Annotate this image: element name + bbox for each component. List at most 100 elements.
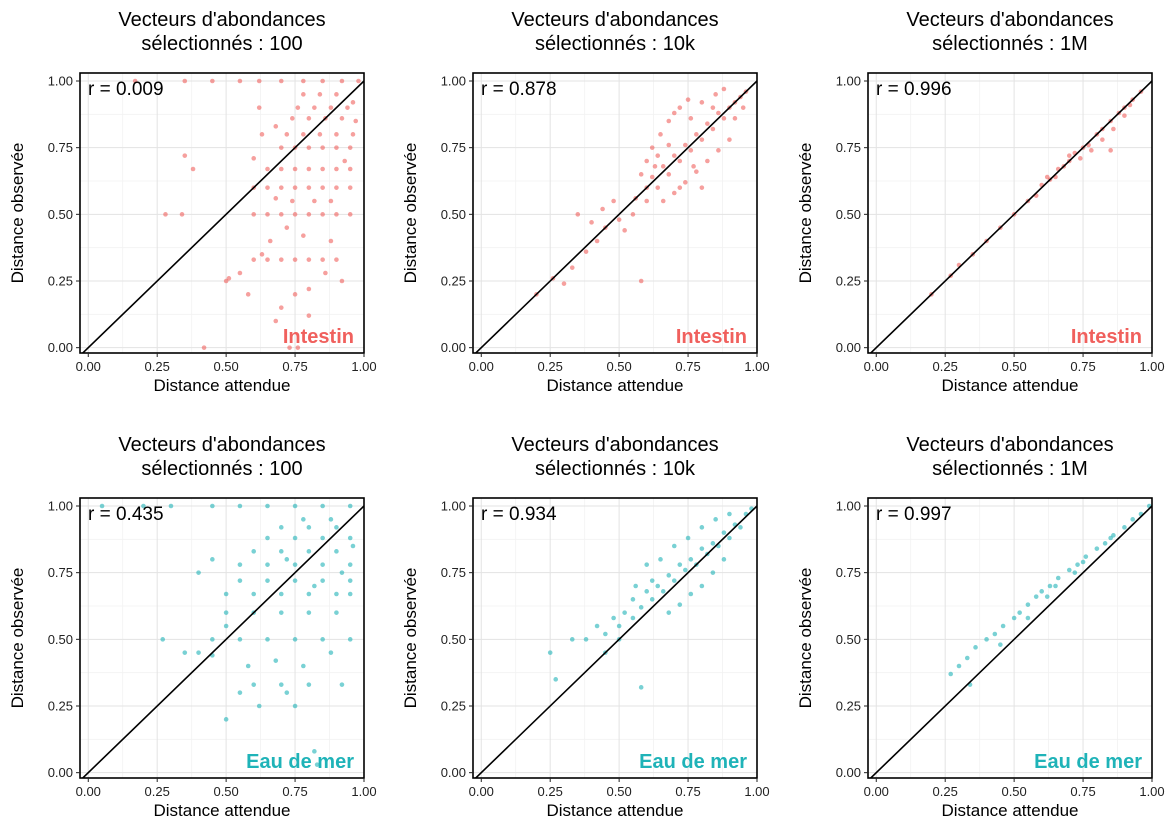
data-point [292,185,298,190]
chart-title-line-2: sélectionnés : 1M [932,458,1088,480]
data-point [339,78,345,84]
data-point [182,650,188,655]
data-point [699,525,705,530]
data-point [334,185,339,190]
data-point [1072,570,1078,575]
chart-title-line-1: Vecteurs d'abondances [118,9,325,31]
data-point [671,190,677,196]
data-point [677,158,683,164]
data-point [295,105,301,110]
data-point [237,562,243,567]
data-point [644,589,650,594]
data-point [210,557,215,562]
x-axis-label: Distance attendue [546,376,683,395]
data-point [345,105,350,110]
data-point [603,631,608,637]
data-point [320,257,325,262]
data-point [334,257,339,262]
data-point [292,562,298,567]
data-point [671,578,677,583]
identity-line [474,80,757,353]
data-point [347,578,353,583]
data-point [339,682,345,687]
x-tick-label: 0.00 [864,784,889,799]
y-tick-label: 0.75 [441,565,466,580]
data-point [320,166,325,172]
data-point [339,570,345,575]
data-point [691,164,696,169]
identity-line [869,505,1152,778]
data-point [273,318,279,324]
data-point [334,132,339,137]
data-point [347,591,353,597]
data-point [1017,610,1022,615]
identity-line [81,505,364,778]
y-tick-label: 0.50 [48,632,73,647]
data-point [295,345,301,350]
data-point [630,212,636,217]
data-point [727,511,732,517]
data-point [306,212,312,217]
y-tick-label: 0.00 [441,340,466,355]
y-tick-label: 0.75 [836,140,861,155]
y-tick-label: 0.25 [836,699,861,714]
identity-line [474,505,757,778]
data-point [583,637,589,642]
data-point [699,100,705,105]
data-point [1102,541,1108,546]
plot-area [869,80,1152,353]
data-point [660,164,666,169]
data-point [699,137,705,142]
y-axis-label: Distance observée [401,568,420,709]
y-tick-label: 0.00 [48,765,73,780]
y-tick-label: 0.00 [441,765,466,780]
y-tick-label: 0.00 [48,340,73,355]
data-point [306,166,312,172]
data-point [237,690,243,695]
y-tick-label: 1.00 [48,499,73,514]
data-point [306,525,312,530]
x-tick-label: 0.75 [675,359,700,374]
data-point [638,278,644,284]
data-point [666,118,672,124]
group-label: Eau de mer [246,751,354,773]
data-point [223,610,229,615]
data-point [694,132,699,137]
data-point [287,345,292,350]
data-point [292,637,298,642]
data-point [655,185,661,190]
data-point [347,637,353,642]
data-point [223,717,229,722]
data-point [713,517,718,522]
data-point [237,637,243,642]
chart-title-line-2: sélectionnés : 10k [535,33,696,55]
x-tick-label: 1.00 [1139,784,1164,799]
y-tick-label: 0.50 [836,632,861,647]
data-point [553,677,559,682]
data-point [1130,517,1135,522]
data-point [328,105,334,110]
data-point [278,257,284,262]
data-point [182,153,188,158]
data-point [320,78,325,84]
plot-border [867,72,1153,354]
data-point [265,503,270,509]
data-point [638,685,644,690]
data-point [190,166,196,172]
data-point [251,591,257,597]
y-tick-label: 1.00 [441,499,466,514]
plot-background [80,498,364,778]
data-point [278,305,284,310]
data-point [721,530,727,535]
data-point [339,116,345,121]
chart-title-line-2: sélectionnés : 1M [932,33,1088,55]
chart-title-line-1: Vecteurs d'abondances [511,434,718,456]
data-point [317,92,323,97]
x-tick-label: 0.75 [1070,784,1095,799]
data-point [630,597,636,602]
data-point [99,503,105,509]
data-point [265,637,270,642]
data-point [245,663,251,669]
data-point [658,557,663,562]
